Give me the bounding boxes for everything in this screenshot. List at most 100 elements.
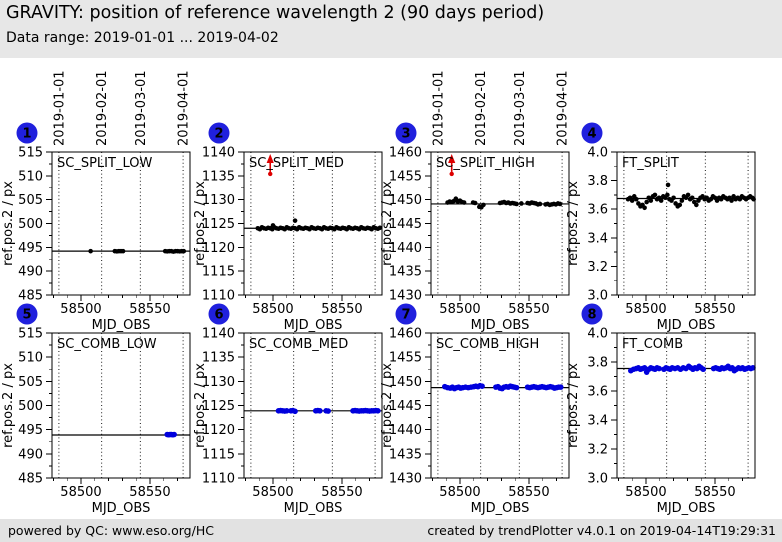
data-point <box>461 200 467 205</box>
y-tick-label: 1430 <box>389 289 422 304</box>
y-tick-label: 1115 <box>202 265 235 280</box>
x-tick-label: 58500 <box>252 302 293 317</box>
y-tick-label: 1135 <box>202 169 235 184</box>
y-tick-label: 1440 <box>389 423 422 438</box>
subplot-badge-8: 8 <box>581 303 603 325</box>
date-axis-label: 2019-01-01 <box>52 70 67 146</box>
badge-number: 8 <box>587 308 596 323</box>
date-axis-label: 2019-03-01 <box>134 70 149 146</box>
x-axis-label: MJD_OBS <box>92 318 151 333</box>
y-tick-label: 1460 <box>389 327 422 342</box>
badge-number: 2 <box>214 127 223 142</box>
data-point <box>694 202 699 208</box>
x-axis-label: MJD_OBS <box>471 501 530 516</box>
date-axis-label: 2019-03-01 <box>513 70 528 146</box>
data-point <box>642 205 647 211</box>
footer-powered-by: powered by QC: www.eso.org/HC <box>8 523 214 538</box>
subplot-setting-label: SC_SPLIT_MED <box>249 156 344 171</box>
y-tick-label: 1110 <box>202 472 235 487</box>
y-tick-label: 3.0 <box>587 289 608 304</box>
x-axis-label: MJD_OBS <box>284 501 343 516</box>
subplot-setting-label: SC_COMB_MED <box>249 337 348 352</box>
x-tick-label: 58550 <box>129 485 170 500</box>
date-axis-label: 2019-01-01 <box>431 70 446 146</box>
y-tick-label: 3.4 <box>587 414 608 429</box>
outlier-dot <box>268 171 273 177</box>
data-point <box>472 200 478 206</box>
y-tick-label: 500 <box>18 217 43 232</box>
x-tick-label: 58500 <box>60 485 101 500</box>
y-tick-label: 510 <box>18 351 43 366</box>
subplot-setting-label: SC_SPLIT_HIGH <box>436 156 535 171</box>
y-axis-label: ref.pos.2 / px <box>1 181 16 266</box>
y-tick-label: 490 <box>18 447 43 462</box>
x-tick-label: 58500 <box>60 302 101 317</box>
data-point <box>88 248 93 254</box>
badge-number: 7 <box>401 308 410 323</box>
data-point <box>171 431 177 438</box>
y-axis-label: ref.pos.2 / px <box>380 181 395 266</box>
x-axis-label: MJD_OBS <box>657 501 716 516</box>
y-axis-label: ref.pos.2 / px <box>193 363 208 448</box>
y-axis-label: ref.pos.2 / px <box>566 181 581 266</box>
y-tick-label: 495 <box>18 423 43 438</box>
data-point <box>557 201 563 207</box>
y-tick-label: 505 <box>18 375 43 390</box>
badge-circle <box>581 303 603 325</box>
data-point <box>665 182 671 188</box>
y-tick-label: 1115 <box>202 447 235 462</box>
y-tick-label: 4.0 <box>587 146 608 161</box>
plot-frame <box>243 151 383 296</box>
data-point <box>375 408 381 414</box>
subplot-setting-label: SC_COMB_HIGH <box>436 337 539 352</box>
data-point <box>648 198 654 203</box>
data-point <box>656 365 662 372</box>
x-tick-label: 58550 <box>694 302 735 317</box>
data-point <box>750 365 756 371</box>
subplot-badge-6: 6 <box>208 303 230 325</box>
y-tick-label: 490 <box>18 265 43 280</box>
x-tick-label: 58500 <box>252 485 293 500</box>
x-axis-label: MJD_OBS <box>92 501 151 516</box>
y-tick-label: 3.6 <box>587 203 608 218</box>
date-axis-label: 2019-02-01 <box>95 70 110 146</box>
y-tick-label: 515 <box>18 327 43 342</box>
y-tick-label: 510 <box>18 169 43 184</box>
y-tick-label: 1140 <box>202 146 235 161</box>
data-point <box>377 225 383 231</box>
data-point <box>479 383 485 389</box>
x-tick-label: 58550 <box>694 485 735 500</box>
outlier-dot <box>449 171 454 177</box>
y-axis-label: ref.pos.2 / px <box>380 363 395 448</box>
badge-number: 1 <box>22 127 31 142</box>
y-tick-label: 1125 <box>202 399 235 414</box>
x-tick-label: 58500 <box>625 302 666 317</box>
subplot-setting-label: SC_COMB_LOW <box>57 337 157 352</box>
data-point <box>658 198 664 203</box>
y-tick-label: 485 <box>18 289 43 304</box>
subplot-badge-7: 7 <box>395 303 417 325</box>
y-tick-label: 1450 <box>389 375 422 390</box>
x-axis-label: MJD_OBS <box>657 318 716 333</box>
y-axis-label: ref.pos.2 / px <box>1 363 16 448</box>
data-range-subtitle: Data range: 2019-01-01 ... 2019-04-02 <box>6 30 279 46</box>
y-tick-label: 3.2 <box>587 260 608 275</box>
y-axis-label: ref.pos.2 / px <box>566 363 581 448</box>
subplot-sc-split-med: 1110 1115 1120 1125 1130 1135 1140 58500 58550MJ… <box>193 122 383 333</box>
x-tick-label: 58550 <box>129 302 170 317</box>
badge-circle <box>16 303 38 325</box>
y-tick-label: 1455 <box>389 169 422 184</box>
y-tick-label: 1120 <box>202 241 235 256</box>
y-tick-label: 1440 <box>389 241 422 256</box>
data-point <box>729 198 734 203</box>
badge-circle <box>208 122 230 144</box>
subplot-setting-label: SC_SPLIT_LOW <box>57 156 152 171</box>
y-tick-label: 1460 <box>389 146 422 161</box>
y-tick-label: 505 <box>18 193 43 208</box>
data-point <box>679 198 685 203</box>
y-tick-label: 1450 <box>389 193 422 208</box>
data-point <box>481 202 486 208</box>
